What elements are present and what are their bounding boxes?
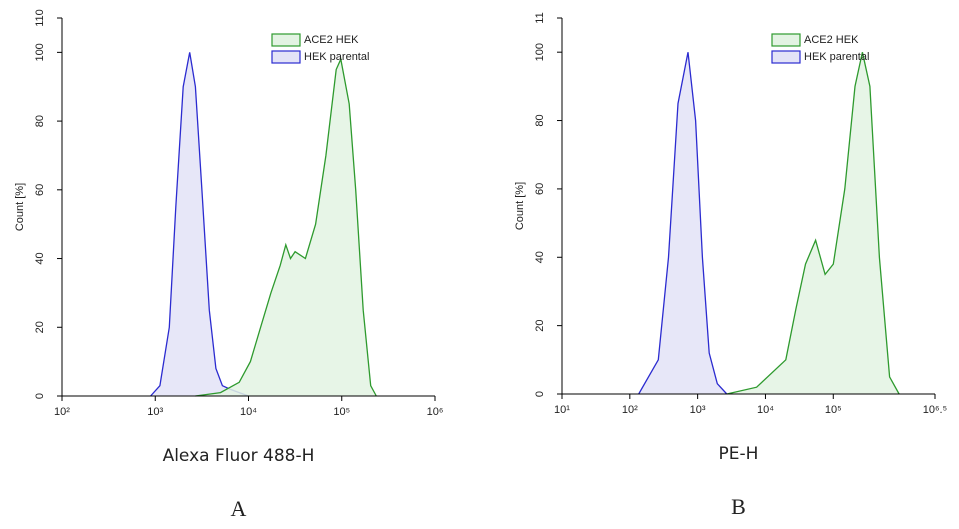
y-tick-label: 40 [34,252,46,264]
panel-label: B [731,494,746,519]
y-tick-label: 40 [534,251,546,263]
legend-label: HEK parental [304,51,369,63]
y-tick-label: 80 [34,115,46,127]
y-tick-label: 11 [534,12,546,23]
legend-swatch [771,50,801,64]
x-tick-label: 10⁵ [825,404,842,416]
y-tick-label: 0 [34,393,46,399]
y-tick-label: 60 [534,183,546,195]
x-tick-label: 10³ [690,404,706,416]
y-tick-label: 100 [34,43,46,61]
panel-label: A [231,496,247,521]
x-tick-label: 10⁶.⁵ [923,404,947,416]
x-tick-label: 10¹ [554,404,570,416]
y-tick-label: 60 [34,184,46,196]
x-tick-label: 10⁴ [757,404,774,416]
y-tick-label: 80 [534,114,546,126]
x-tick-label: 10² [54,406,70,418]
y-tick-label: 110 [34,9,46,27]
histogram-area [195,57,377,397]
legend-label: HEK parental [804,51,869,63]
x-axis-label: Alexa Fluor 488-H [163,446,315,466]
x-tick-label: 10⁶ [427,406,444,418]
x-tick-label: 10⁴ [240,406,257,418]
histogram-area [638,52,728,395]
y-tick-label: 100 [534,43,546,61]
x-tick-label: 10³ [147,406,163,418]
legend-label: ACE2 HEK [304,34,359,46]
x-tick-label: 10² [622,404,638,416]
legend-swatch [271,50,301,64]
y-tick-label: 0 [534,391,546,397]
y-tick-label: 20 [34,321,46,333]
legend-swatch [771,33,801,47]
y-axis-label: Count [%] [14,183,26,231]
histogram-area [726,52,900,395]
legend-swatch [271,33,301,47]
x-tick-label: 10⁵ [333,406,350,418]
histogram-area [150,52,249,397]
y-tick-label: 20 [534,320,546,332]
legend-label: ACE2 HEK [804,34,859,46]
y-axis-label: Count [%] [514,182,526,230]
x-axis-label: PE-H [719,444,759,464]
